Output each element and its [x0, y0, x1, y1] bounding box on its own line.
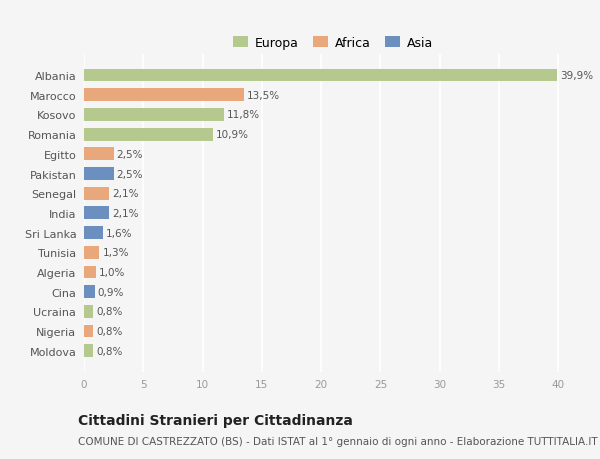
Bar: [84, 109, 224, 122]
Text: 2,5%: 2,5%: [116, 150, 143, 159]
Text: 39,9%: 39,9%: [560, 71, 593, 81]
Bar: [84, 227, 103, 240]
Bar: [84, 148, 113, 161]
Text: 13,5%: 13,5%: [247, 90, 280, 101]
Bar: [84, 69, 557, 82]
Bar: [84, 285, 95, 298]
Text: 1,3%: 1,3%: [103, 248, 129, 258]
Text: 2,1%: 2,1%: [112, 189, 139, 199]
Text: COMUNE DI CASTREZZATO (BS) - Dati ISTAT al 1° gennaio di ogni anno - Elaborazion: COMUNE DI CASTREZZATO (BS) - Dati ISTAT …: [78, 436, 598, 446]
Bar: [84, 325, 94, 338]
Text: 0,8%: 0,8%: [97, 346, 123, 356]
Bar: [84, 168, 113, 180]
Bar: [84, 266, 96, 279]
Bar: [84, 246, 100, 259]
Text: 2,5%: 2,5%: [116, 169, 143, 179]
Text: 10,9%: 10,9%: [216, 130, 249, 140]
Text: Cittadini Stranieri per Cittadinanza: Cittadini Stranieri per Cittadinanza: [78, 413, 353, 427]
Text: 2,1%: 2,1%: [112, 208, 139, 218]
Text: 0,8%: 0,8%: [97, 307, 123, 317]
Bar: [84, 129, 213, 141]
Legend: Europa, Africa, Asia: Europa, Africa, Asia: [229, 33, 437, 53]
Text: 0,8%: 0,8%: [97, 326, 123, 336]
Text: 1,0%: 1,0%: [99, 268, 125, 277]
Bar: [84, 187, 109, 200]
Text: 1,6%: 1,6%: [106, 228, 133, 238]
Text: 0,9%: 0,9%: [98, 287, 124, 297]
Bar: [84, 89, 244, 102]
Bar: [84, 207, 109, 220]
Text: 11,8%: 11,8%: [227, 110, 260, 120]
Bar: [84, 345, 94, 358]
Bar: [84, 305, 94, 318]
